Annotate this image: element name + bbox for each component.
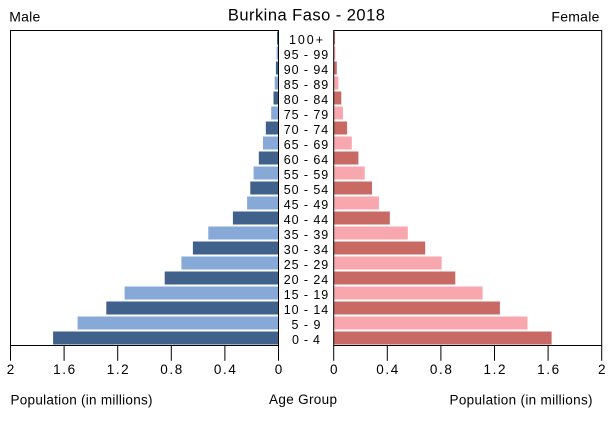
svg-text:15 - 19: 15 - 19 [284,288,329,302]
svg-text:Age Group: Age Group [269,392,337,407]
svg-text:85 - 89: 85 - 89 [284,78,329,92]
svg-text:75 - 79: 75 - 79 [284,108,329,122]
svg-text:1.2: 1.2 [484,362,506,377]
svg-text:95 - 99: 95 - 99 [284,48,329,62]
svg-text:90 - 94: 90 - 94 [284,63,329,77]
svg-text:60 - 64: 60 - 64 [284,153,329,167]
svg-text:2: 2 [7,362,15,377]
svg-text:45 - 49: 45 - 49 [284,198,329,212]
svg-text:80 - 84: 80 - 84 [284,93,329,107]
svg-text:30 - 34: 30 - 34 [284,243,329,257]
svg-text:1.2: 1.2 [107,362,129,377]
svg-text:Population (in millions): Population (in millions) [11,392,153,407]
svg-text:Population (in millions): Population (in millions) [450,392,593,407]
svg-text:100+: 100+ [289,33,323,47]
svg-text:1.6: 1.6 [53,362,75,377]
svg-text:40 - 44: 40 - 44 [284,213,329,227]
svg-text:0: 0 [330,362,338,377]
svg-text:5 - 9: 5 - 9 [292,318,321,332]
svg-text:35 - 39: 35 - 39 [284,228,329,242]
svg-text:0.8: 0.8 [160,362,182,377]
svg-text:25 - 29: 25 - 29 [284,258,329,272]
svg-text:0.8: 0.8 [430,362,452,377]
svg-text:1.6: 1.6 [537,362,559,377]
svg-text:Female: Female [551,9,599,25]
svg-text:0 - 4: 0 - 4 [292,333,320,347]
svg-text:0.4: 0.4 [214,362,236,377]
svg-text:0.4: 0.4 [376,362,398,377]
svg-text:65 - 69: 65 - 69 [284,138,329,152]
svg-text:10 - 14: 10 - 14 [284,303,329,317]
svg-text:2: 2 [598,362,606,377]
svg-text:50 - 54: 50 - 54 [284,183,329,197]
svg-text:55 - 59: 55 - 59 [284,168,329,182]
svg-text:0: 0 [275,362,283,377]
svg-text:Burkina Faso - 2018: Burkina Faso - 2018 [228,7,385,25]
svg-text:20 - 24: 20 - 24 [284,273,329,287]
svg-text:Male: Male [9,9,40,25]
svg-text:70 - 74: 70 - 74 [284,123,329,137]
